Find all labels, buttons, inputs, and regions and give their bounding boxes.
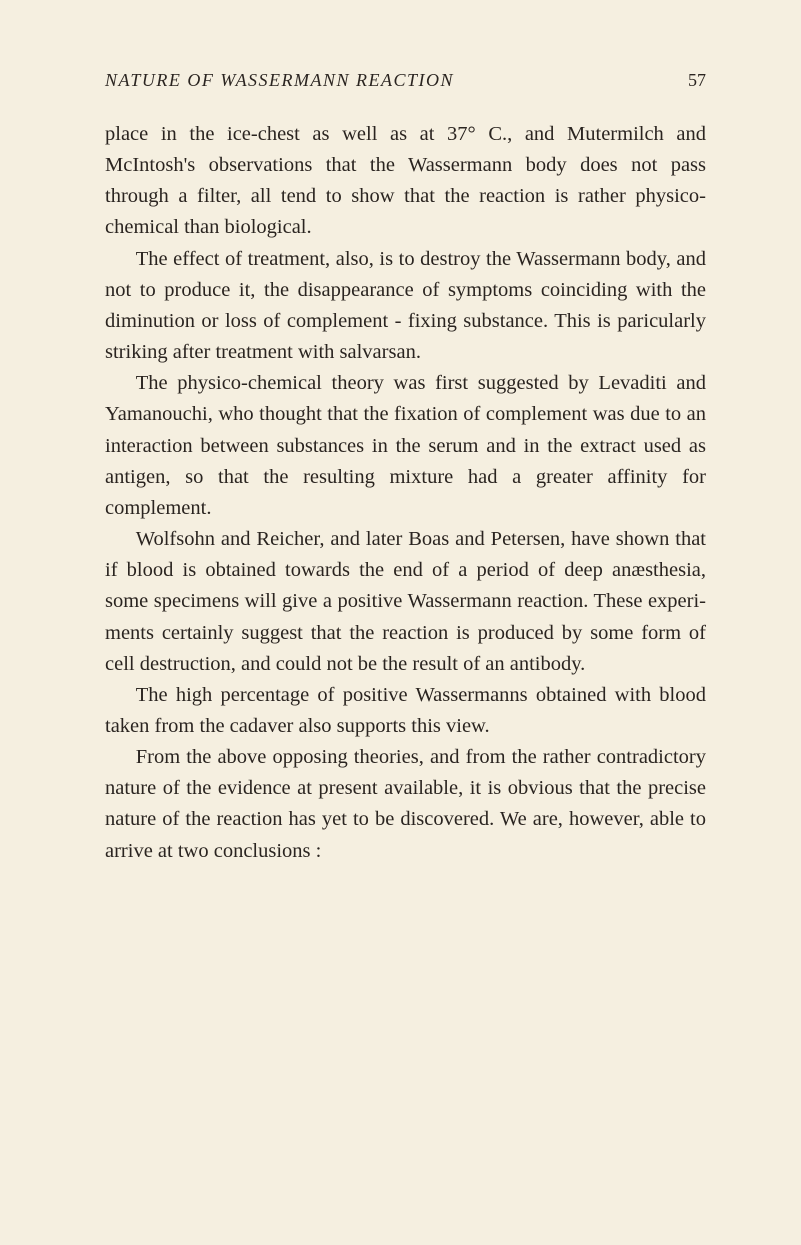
paragraph-6: From the above opposing theories, and fr… bbox=[105, 742, 706, 867]
paragraph-4: Wolfsohn and Reicher, and later Boas and… bbox=[105, 524, 706, 680]
paragraph-3: The physico-chemical theory was first su… bbox=[105, 368, 706, 524]
page-header: NATURE OF WASSERMANN REACTION 57 bbox=[105, 70, 706, 91]
running-title: NATURE OF WASSERMANN REACTION bbox=[105, 70, 454, 91]
body-text: place in the ice-chest as well as at 37°… bbox=[105, 119, 706, 867]
page-number: 57 bbox=[688, 70, 706, 91]
paragraph-5: The high percentage of positive Wasserma… bbox=[105, 680, 706, 742]
paragraph-2: The effect of treatment, also, is to des… bbox=[105, 244, 706, 369]
paragraph-1: place in the ice-chest as well as at 37°… bbox=[105, 119, 706, 244]
